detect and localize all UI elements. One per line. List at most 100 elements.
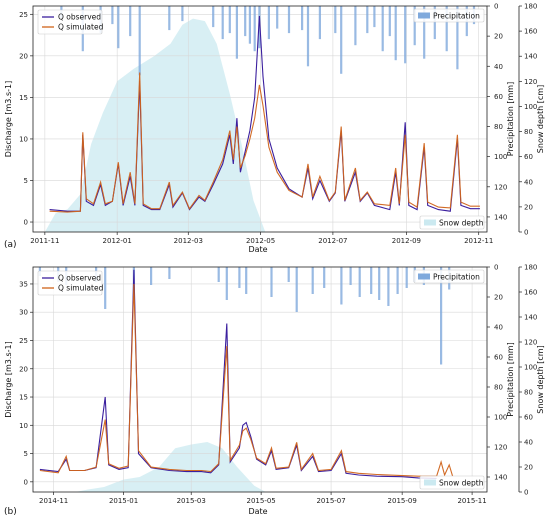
legend-box (37, 270, 103, 296)
legend-label-simulated: Q simulated (58, 284, 104, 293)
x-tick-label: 2015-11 (457, 497, 486, 505)
precipitation-bar (396, 267, 399, 294)
x-tick-label: 2012-09 (392, 237, 421, 245)
y-tick-label: 30 (19, 309, 28, 317)
x-axis-label: Date (248, 245, 267, 254)
precip-tick-label: 20 (494, 33, 503, 41)
y-tick-label: 5 (24, 450, 28, 458)
precipitation-bar (168, 267, 171, 279)
y-tick-label: 25 (19, 337, 28, 345)
precip-tick-label: 60 (494, 93, 503, 101)
legend-box-precip (413, 8, 485, 23)
precipitation-bar (354, 6, 357, 46)
x-tick-label: 2015-03 (177, 497, 206, 505)
snow-tick-label: 120 (524, 339, 537, 347)
precipitation-bar (433, 6, 436, 40)
y-tick-label: 15 (19, 394, 28, 402)
precipitation-bar (301, 6, 304, 31)
precip-tick-label: 120 (494, 444, 507, 452)
precip-tick-label: 0 (494, 3, 498, 11)
y-axis-label: Discharge [m3.s-1] (4, 341, 13, 417)
x-tick-label: 2012-03 (174, 237, 203, 245)
plot-frame (32, 266, 488, 493)
panel-a: 0 5 10 15 20 25 2011-11 2012-01 2012-03 2012-05 20… (4, 3, 545, 255)
precipitation-bar (221, 6, 224, 40)
snow-depth-area (34, 442, 487, 492)
q-simulated-line (49, 72, 480, 213)
precipitation-bar (270, 267, 273, 297)
q-simulated-line (39, 283, 454, 477)
y-tick-label: 20 (19, 52, 28, 60)
precipitation-bar (238, 267, 241, 288)
precip-tick-label: 100 (494, 153, 507, 161)
precipitation-bar (387, 267, 390, 306)
legend-label-snow: Snow depth (439, 479, 484, 488)
legend-swatch-snow (424, 479, 436, 486)
snow-axis-label: Snow depth [cm] (536, 345, 545, 413)
precipitation-bar (378, 267, 381, 300)
precipitation-bar (358, 267, 361, 297)
precipitation-bar (373, 6, 376, 28)
panel-label: (b) (4, 507, 17, 517)
legend-swatch-precip (418, 273, 430, 280)
precipitation-bar (287, 6, 291, 34)
y-tick-label: 20 (19, 365, 28, 373)
precipitation-bar (404, 6, 407, 64)
x-tick-label: 2012-01 (103, 237, 132, 245)
precip-axis-label: Precipitation [mm] (506, 342, 515, 416)
precipitation-bar (311, 267, 314, 294)
x-tick-label: 2012-05 (246, 237, 275, 245)
precipitation-bar (295, 267, 298, 312)
precipitation-bar (248, 6, 251, 44)
y-tick-label: 10 (19, 135, 28, 143)
snow-tick-label: 20 (524, 464, 533, 472)
legend-label-simulated: Q simulated (58, 23, 104, 32)
precipitation-bar (150, 267, 153, 285)
snow-tick-label: 180 (524, 3, 537, 11)
precip-tick-label: 40 (494, 324, 503, 332)
precipitation-bar (445, 6, 448, 52)
panel-label: (a) (4, 240, 17, 250)
snow-depth-area (44, 18, 479, 232)
snow-tick-label: 80 (524, 389, 533, 397)
precipitation-bar (287, 267, 290, 282)
panel-b: 0 5 10 15 20 25 30 35 2014-11 2015-01 2015-03 2015-… (4, 264, 545, 518)
snow-tick-label: 100 (524, 364, 537, 372)
snow-tick-label: 180 (524, 264, 537, 272)
precip-tick-label: 80 (494, 123, 503, 131)
precipitation-bar (381, 6, 384, 52)
precipitation-bar (129, 6, 132, 37)
precipitation-bar (104, 267, 107, 309)
x-tick-label: 2015-07 (316, 497, 345, 505)
precip-tick-label: 20 (494, 294, 503, 302)
precipitation-bar (235, 6, 238, 59)
precipitation-bar (168, 6, 171, 31)
y-tick-label: 35 (19, 280, 28, 288)
precipitation-bar (258, 6, 261, 49)
snow-tick-label: 60 (524, 414, 533, 422)
precipitation-bar (423, 6, 426, 59)
precipitation-bar (349, 267, 352, 285)
precip-tick-label: 140 (494, 474, 507, 482)
plot-frame (32, 5, 488, 233)
precipitation-bar (111, 6, 114, 25)
precipitation-bar (340, 6, 343, 74)
x-tick-label: 2014-11 (39, 497, 68, 505)
legend-swatch-precip (418, 12, 430, 19)
snow-tick-label: 140 (524, 314, 537, 322)
y-tick-label: 15 (19, 94, 28, 102)
y-axis-label: Discharge [m3.s-1] (4, 81, 13, 157)
precipitation-bar (306, 6, 310, 67)
precipitation-bar (323, 267, 326, 288)
snow-tick-label: 140 (524, 53, 537, 61)
y-tick-label: 10 (19, 422, 28, 430)
precipitation-bar (340, 267, 343, 305)
precipitation-bar (370, 267, 373, 294)
precipitation-bar (394, 6, 397, 61)
x-tick-label: 2012-07 (318, 237, 347, 245)
snow-tick-label: 0 (524, 229, 528, 237)
precipitation-bar (267, 6, 270, 40)
legend-label-precip: Precipitation (433, 12, 480, 21)
snow-axis-label: Snow depth [cm] (536, 85, 545, 153)
